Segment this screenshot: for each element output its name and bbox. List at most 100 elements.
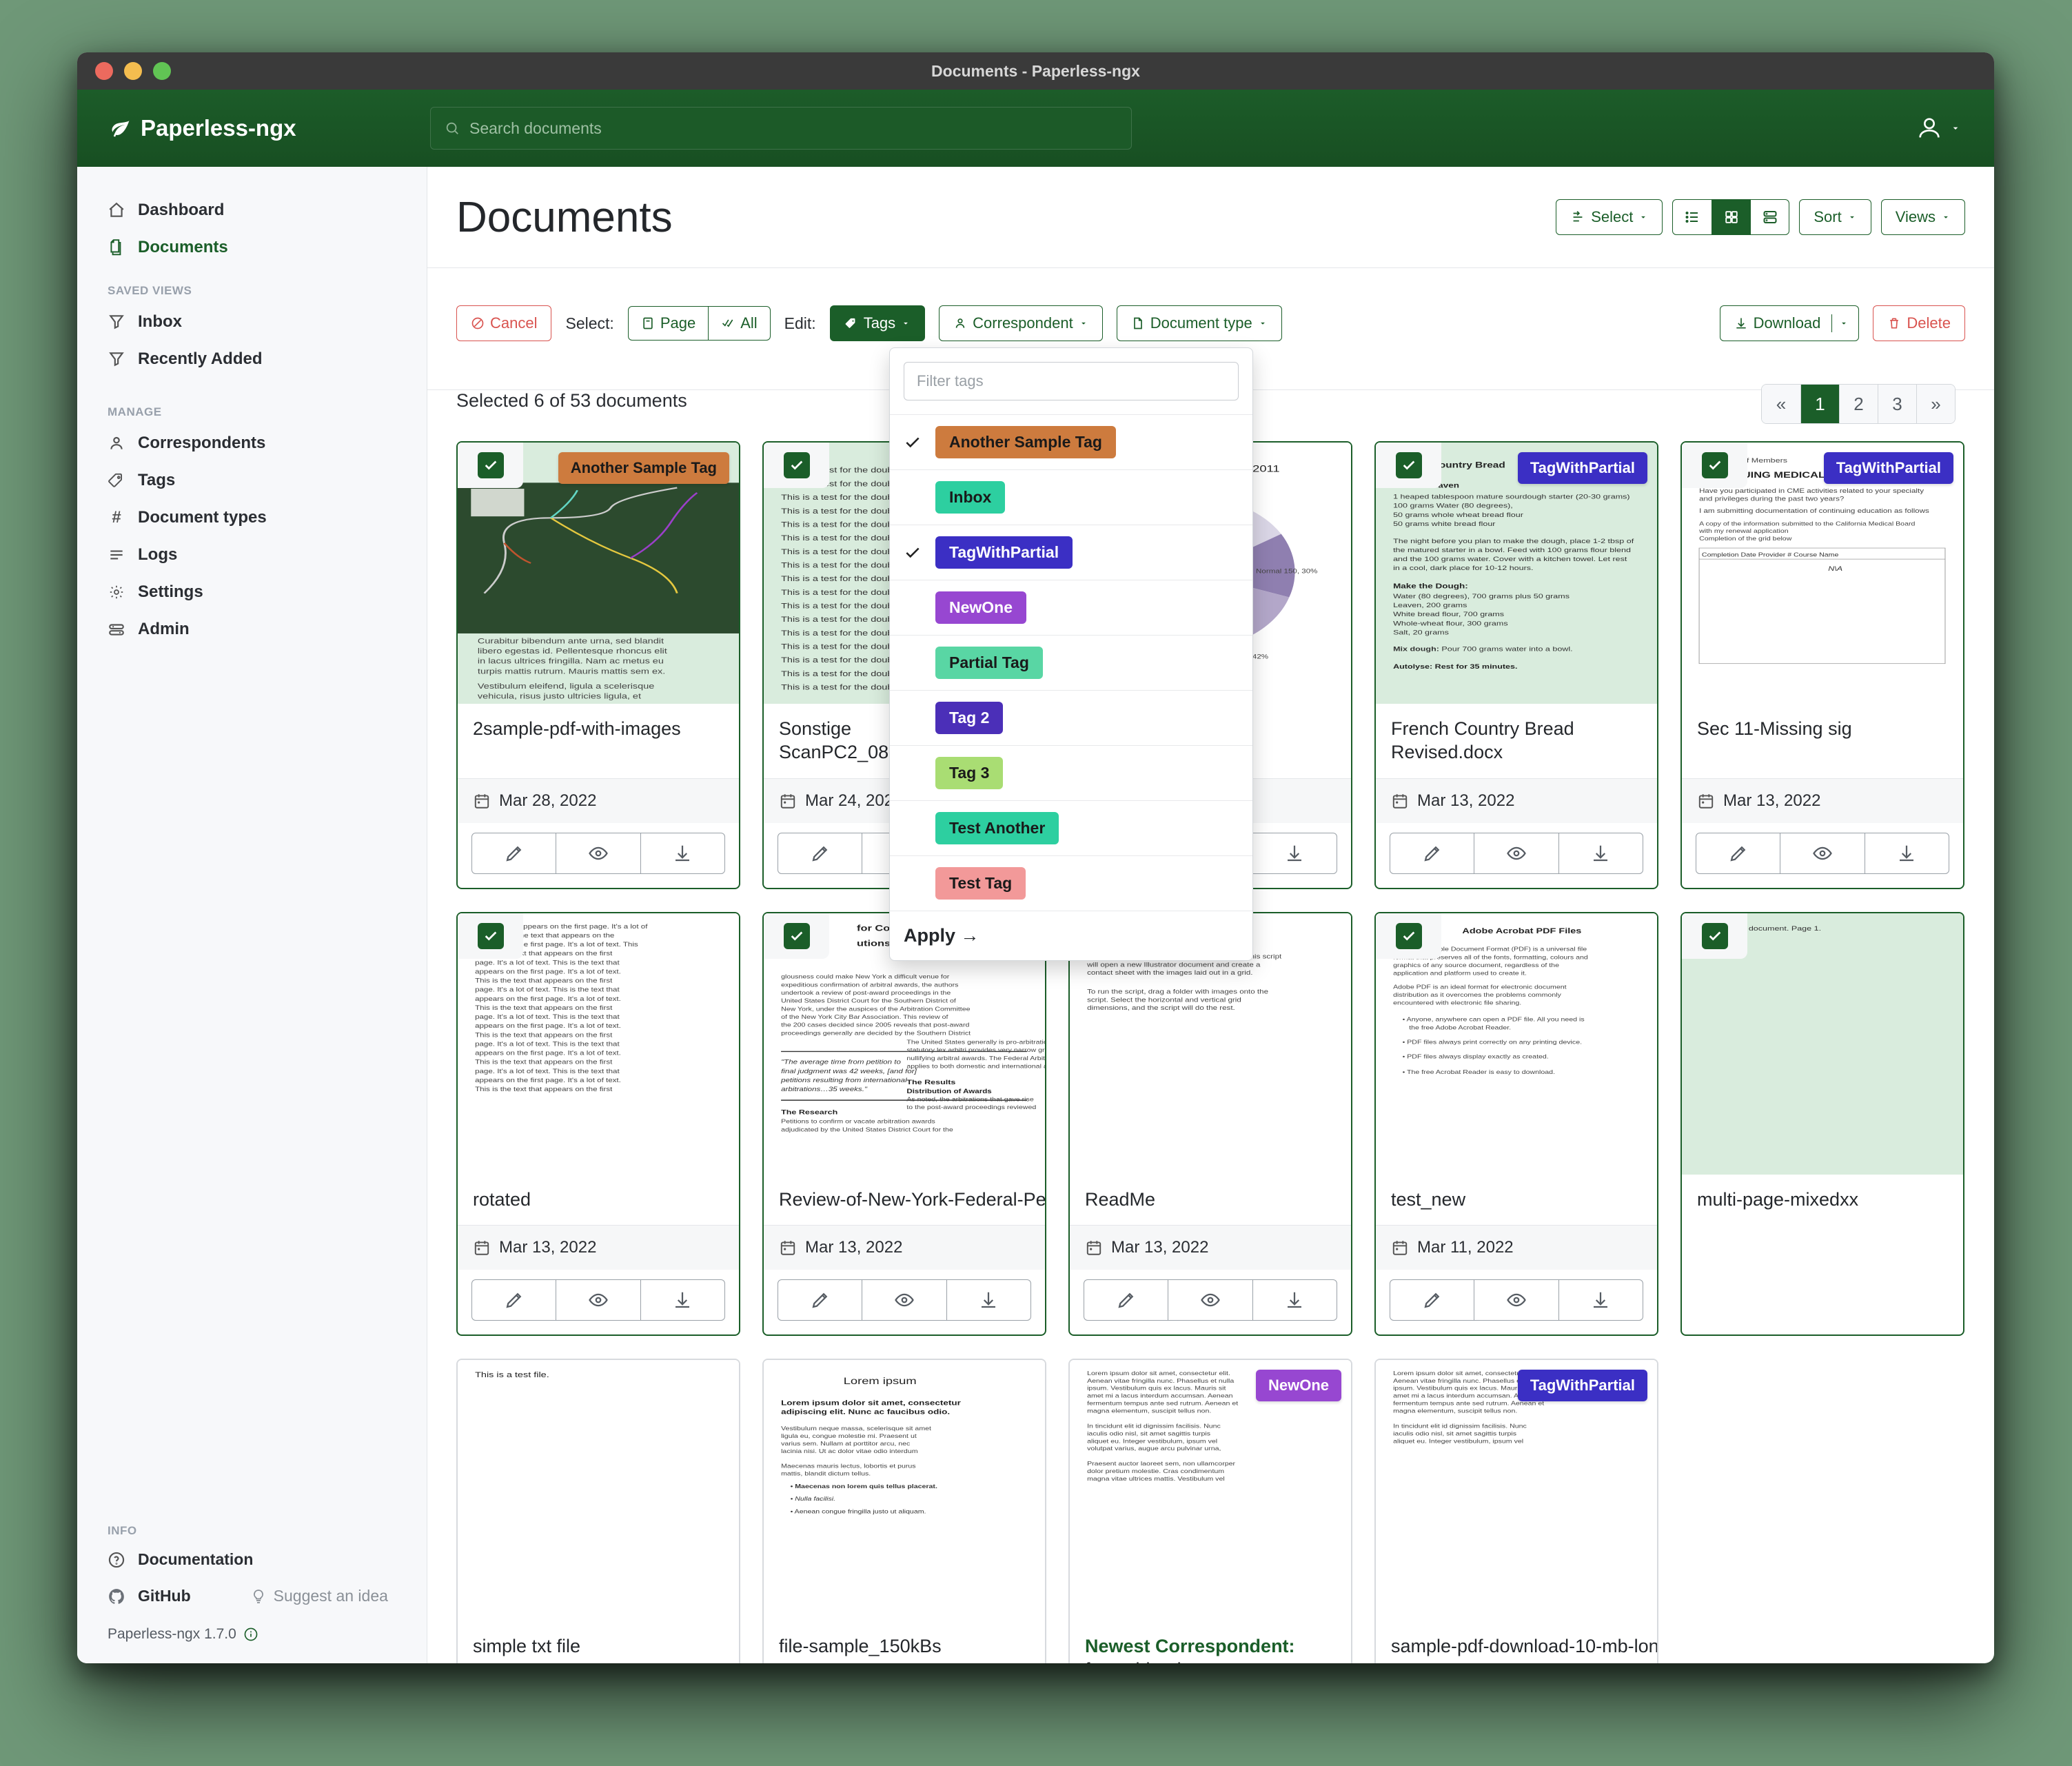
svg-text:Praesent auctor laoreet sem, n: Praesent auctor laoreet sem, non ullamco… (1087, 1461, 1235, 1467)
svg-text:page. It's a lot of text. This: page. It's a lot of text. This is the te… (475, 1041, 620, 1047)
svg-text:Autolyse: Rest for 35 minutes.: Autolyse: Rest for 35 minutes. (1393, 663, 1517, 670)
svg-text:statutory lex arbitri provides: statutory lex arbitri provides very narr… (906, 1046, 1045, 1053)
svg-text:fermentum tempus ante sed rutr: fermentum tempus ante sed rutrum. Aenean… (1087, 1400, 1239, 1406)
svg-text:• Maecenas non lorem quis tell: • Maecenas non lorem quis tellus placera… (791, 1483, 937, 1489)
svg-text:ipsum. Vestibulum quis ex lacu: ipsum. Vestibulum quis ex lacus. Mauris … (1393, 1385, 1532, 1391)
svg-text:• Anyone, anywhere can open a: • Anyone, anywhere can open a PDF file. … (1403, 1016, 1585, 1022)
svg-text:in lacus ultrices fringilla. N: in lacus ultrices fringilla. Nam ac metu… (478, 656, 664, 665)
svg-text:petitions resulting from inter: petitions resulting from international (780, 1077, 908, 1084)
svg-text:encountered with electronic fi: encountered with electronic file sharing… (1393, 999, 1521, 1005)
svg-text:lacinia nisi. Ut ac dolor vita: lacinia nisi. Ut ac dolor vitae odio int… (781, 1448, 918, 1454)
svg-text:To run the script, drag a fold: To run the script, drag a folder with im… (1087, 988, 1268, 995)
svg-text:glousness could make New York: glousness could make New York a difficul… (781, 973, 949, 980)
svg-text:Mix dough: Pour 700 grams wate: Mix dough: Pour 700 grams water into a b… (1393, 646, 1573, 653)
svg-text:magna vitae ultrices mattis. V: magna vitae ultrices mattis. Vestibulum … (1087, 1475, 1225, 1481)
svg-text:the 200 cases decided since 20: the 200 cases decided since 2005 reveals… (781, 1022, 969, 1028)
svg-text:applies to both domestic and i: applies to both domestic and internation… (906, 1062, 1045, 1068)
svg-text:to the post-award proceedings: to the post-award proceedings reviewed (906, 1104, 1036, 1110)
svg-text:• PDF files always print corre: • PDF files always print correctly on an… (1403, 1038, 1582, 1044)
svg-text:Lorem ipsum dolor sit amet, co: Lorem ipsum dolor sit amet, consectetur … (1393, 1370, 1536, 1376)
svg-text:page. It's a lot of text. This: page. It's a lot of text. This is the te… (475, 1014, 620, 1020)
svg-text:undertook a review of post-awa: undertook a review of post-award proceed… (781, 989, 951, 995)
svg-text:iaculis odio nisl, sit amet sa: iaculis odio nisl, sit amet sagittis tur… (1087, 1430, 1210, 1437)
svg-text:the free Adobe Acrobat Reader.: the free Adobe Acrobat Reader. (1409, 1024, 1511, 1030)
svg-text:and privileges during the past: and privileges during the past two years… (1699, 496, 1845, 503)
svg-text:Aenean vitae fringilla nunc. P: Aenean vitae fringilla nunc. Phasellus e… (1087, 1377, 1235, 1383)
svg-text:I am submitting documentation: I am submitting documentation of continu… (1699, 508, 1929, 514)
svg-text:The night before you plan to m: The night before you plan to make the do… (1393, 538, 1634, 545)
svg-text:Completion Date Provider #: Completion Date Provider # Course Name (1702, 551, 1838, 558)
svg-text:script. Select the horizontal: script. Select the horizontal and vertic… (1087, 997, 1241, 1003)
svg-text:appears on the first page. It': appears on the first page. It's a lot of… (475, 1023, 621, 1029)
svg-text:amet mi a lacus interdum accum: amet mi a lacus interdum accumsan. Aenea… (1393, 1392, 1538, 1399)
svg-text:magna elementum, suscipit tell: magna elementum, suscipit tellus non. (1087, 1408, 1211, 1414)
svg-text:50 grams whole wheat bread flo: 50 grams whole wheat bread flour (1393, 511, 1523, 518)
svg-text:This is the text that appears: This is the text that appears on the fir… (475, 1086, 612, 1093)
svg-text:page. It's a lot of text. This: page. It's a lot of text. This is the te… (475, 960, 620, 966)
svg-text:application and platform used: application and platform used to create … (1393, 969, 1527, 975)
svg-text:50 grams white bread flour: 50 grams white bread flour (1393, 520, 1496, 527)
svg-text:aliquet eu. Integer vestibulum: aliquet eu. Integer vestibulum, ipsum ve… (1087, 1438, 1217, 1444)
svg-text:volutpat varius, augue arcu pu: volutpat varius, augue arcu pulvinar urn… (1087, 1445, 1221, 1452)
svg-text:The Research: The Research (781, 1108, 837, 1115)
svg-text:iaculis odio nisl, sit amet sa: iaculis odio nisl, sit amet sagittis tur… (1393, 1430, 1516, 1437)
svg-text:magna elementum, suscipit tell: magna elementum, suscipit tellus non. (1393, 1408, 1517, 1414)
svg-text:Water (80 degrees), 700 grams: Water (80 degrees), 700 grams plus 50 gr… (1393, 593, 1570, 600)
svg-text:• PDF files always display exa: • PDF files always display exactly as cr… (1403, 1053, 1549, 1059)
svg-text:contact sheet with the images: contact sheet with the images laid out i… (1087, 970, 1252, 976)
svg-text:Vestibulum neque massa, sceler: Vestibulum neque massa, scelerisque sit … (781, 1425, 931, 1432)
svg-text:appears on the first page. It': appears on the first page. It's a lot of… (475, 968, 621, 975)
svg-text:This is the text that appears: This is the text that appears on the fir… (475, 977, 612, 984)
svg-text:with my renewal application: with my renewal application (1698, 528, 1789, 534)
svg-text:arbitrations…35 weeks.": arbitrations…35 weeks." (781, 1086, 868, 1093)
svg-text:dimensions, and the script wil: dimensions, and the script will do the r… (1087, 1005, 1235, 1011)
svg-text:• The free Acrobat Reader is e: • The free Acrobat Reader is easy to dow… (1403, 1068, 1555, 1075)
svg-text:1 heaped tablespoon mature sou: 1 heaped tablespoon mature sourdough sta… (1393, 494, 1630, 500)
svg-text:Distribution of Awards: Distribution of Awards (906, 1088, 992, 1095)
svg-text:In tincidunt elit id dignissim: In tincidunt elit id dignissim facilisis… (1393, 1423, 1527, 1429)
svg-text:Petitions to confirm or vacate: Petitions to confirm or vacate arbitrati… (781, 1117, 935, 1124)
svg-text:proceedings generally are deci: proceedings generally are decided by the… (781, 1029, 971, 1035)
svg-text:nullifying arbitral awards. Th: nullifying arbitral awards. The Federal … (906, 1055, 1045, 1061)
svg-text:vehicula, risus justo ultricie: vehicula, risus justo ultricies ligula, … (478, 691, 642, 700)
svg-text:This is the text that appears: This is the text that appears on the fir… (475, 1032, 612, 1038)
svg-text:aliquet eu. Integer vestibulum: aliquet eu. Integer vestibulum, ipsum ve… (1393, 1438, 1523, 1444)
svg-text:Make the Dough:: Make the Dough: (1393, 582, 1468, 590)
svg-text:This is a test file.: This is a test file. (475, 1370, 549, 1379)
svg-text:Normal 150, 30%: Normal 150, 30% (1256, 569, 1317, 575)
svg-text:In tincidunt elit id dignissim: In tincidunt elit id dignissim facilisis… (1087, 1423, 1221, 1429)
svg-text:graphics of any source documen: graphics of any source document, regardl… (1393, 962, 1559, 968)
svg-text:turpis mattis rutrum. Mauris m: turpis mattis rutrum. Mauris mattis sem … (478, 667, 665, 676)
svg-text:in a cool, dark place for 10-1: in a cool, dark place for 10-12 hours. (1393, 565, 1533, 571)
svg-text:100 grams Water (80 degrees),: 100 grams Water (80 degrees), (1393, 503, 1513, 509)
svg-text:A copy of the information subm: A copy of the information submitted to t… (1699, 520, 1915, 527)
svg-text:Have you participated in CME a: Have you participated in CME activities … (1699, 488, 1924, 494)
svg-text:and the 100 grams water. Cover: and the 100 grams water. Cover with a ki… (1393, 556, 1627, 562)
svg-text:Lorem ipsum dolor sit amet, co: Lorem ipsum dolor sit amet, consectetur (781, 1399, 961, 1407)
svg-text:appears on the first page. It': appears on the first page. It's a lot of… (475, 1077, 621, 1084)
svg-text:United States District Court f: United States District Court for the Sou… (781, 997, 956, 1004)
svg-text:N\A: N\A (1828, 565, 1842, 572)
svg-text:Completion of the grid below: Completion of the grid below (1699, 535, 1792, 541)
svg-text:adjudicated by the United Stat: adjudicated by the United States Distric… (781, 1126, 953, 1132)
svg-text:dolor pretium molestie. Cras c: dolor pretium molestie. Cras condimentum (1087, 1468, 1224, 1474)
svg-text:ipsum. Vestibulum quis ex lacu: ipsum. Vestibulum quis ex lacus. Mauris … (1087, 1385, 1226, 1391)
svg-text:This is the text that appears: This is the text that appears on the fir… (475, 1005, 612, 1011)
svg-text:"The average time from petitio: "The average time from petition to (781, 1059, 901, 1065)
svg-text:page. It's a lot of text. This: page. It's a lot of text. This is the te… (475, 986, 620, 993)
svg-text:mattis, blandit dictum tellus.: mattis, blandit dictum tellus. (781, 1470, 871, 1476)
svg-text:• Nulla facilisi.: • Nulla facilisi. (791, 1496, 836, 1502)
svg-text:Vestibulum eleifend, ligula a: Vestibulum eleifend, ligula a scelerisqu… (478, 682, 654, 691)
svg-text:will open a new Illustrator do: will open a new Illustrator document and… (1086, 962, 1261, 968)
svg-text:Salt, 20 grams: Salt, 20 grams (1393, 629, 1449, 636)
svg-text:The United States generally is: The United States generally is pro-arbit… (906, 1038, 1045, 1044)
svg-text:distribution as it overcomes t: distribution as it overcomes the problem… (1393, 991, 1561, 997)
svg-text:final judgment was 42 weeks, [: final judgment was 42 weeks, [and for] (781, 1068, 917, 1074)
svg-text:This is the text that appears: This is the text that appears on the fir… (475, 1059, 612, 1065)
svg-text:Maecenas mauris lectus, lobort: Maecenas mauris lectus, lobortis et puru… (781, 1463, 916, 1469)
svg-text:Adobe Acrobat PDF Files: Adobe Acrobat PDF Files (1462, 926, 1581, 935)
svg-text:of the New York City Bar Assoc: of the New York City Bar Association. Th… (781, 1013, 948, 1019)
svg-text:amet mi a lacus interdum accum: amet mi a lacus interdum accumsan. Aenea… (1087, 1392, 1232, 1399)
svg-text:Whole-wheat flour, 300 grams: Whole-wheat flour, 300 grams (1393, 620, 1508, 627)
svg-text:• Aenean congue fringilla just: • Aenean congue fringilla justo ut aliqu… (791, 1508, 926, 1514)
